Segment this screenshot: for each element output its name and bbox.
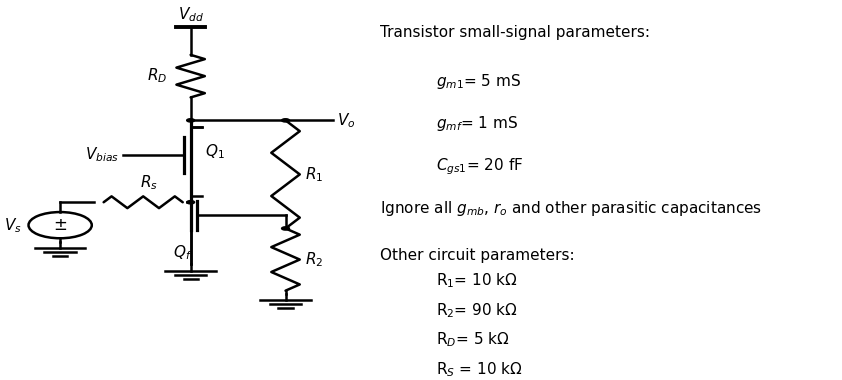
Text: $Q_1$: $Q_1$ (205, 142, 225, 161)
Text: $g_{mf}$= 1 mS: $g_{mf}$= 1 mS (436, 114, 518, 133)
Text: $V_{bias}$: $V_{bias}$ (85, 146, 120, 164)
Text: R$_S$ = 10 k$\Omega$: R$_S$ = 10 k$\Omega$ (436, 360, 522, 378)
Text: Other circuit parameters:: Other circuit parameters: (381, 248, 575, 263)
Text: R$_1$= 10 k$\Omega$: R$_1$= 10 k$\Omega$ (436, 271, 518, 290)
Text: $R_s$: $R_s$ (140, 174, 158, 192)
Text: $C_{gs1}$= 20 fF: $C_{gs1}$= 20 fF (436, 156, 523, 177)
Text: Transistor small-signal parameters:: Transistor small-signal parameters: (381, 25, 650, 40)
Circle shape (281, 119, 290, 122)
Text: $Q_f$: $Q_f$ (173, 243, 192, 262)
Text: $V_o$: $V_o$ (337, 111, 355, 130)
Text: R$_2$= 90 k$\Omega$: R$_2$= 90 k$\Omega$ (436, 301, 518, 320)
Circle shape (187, 119, 195, 122)
Text: $g_{m1}$= 5 mS: $g_{m1}$= 5 mS (436, 71, 521, 90)
Text: $\pm$: $\pm$ (53, 216, 67, 234)
Text: $R_D$: $R_D$ (147, 67, 167, 86)
Circle shape (281, 227, 290, 230)
Circle shape (187, 201, 195, 204)
Text: $V_s$: $V_s$ (4, 216, 22, 234)
Text: $R_1$: $R_1$ (306, 165, 323, 184)
Text: Ignore all $g_{mb}$, $r_o$ and other parasitic capacitances: Ignore all $g_{mb}$, $r_o$ and other par… (381, 199, 763, 218)
Text: R$_D$= 5 k$\Omega$: R$_D$= 5 k$\Omega$ (436, 331, 509, 349)
Text: $V_{dd}$: $V_{dd}$ (178, 5, 204, 24)
Text: $R_2$: $R_2$ (306, 250, 323, 269)
